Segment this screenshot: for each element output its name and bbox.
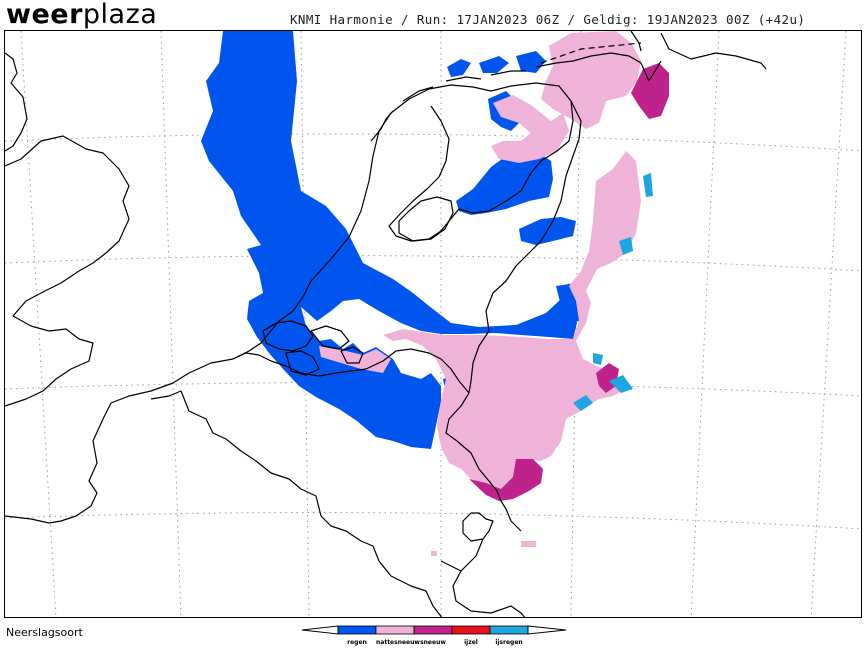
- legend-label-ijsregen: ijsregen: [495, 639, 523, 646]
- map-borders: [5, 31, 767, 617]
- logo-part-weer: weer: [6, 0, 83, 30]
- forecast-header: KNMI Harmonie / Run: 17JAN2023 06Z / Gel…: [290, 12, 805, 27]
- legend-label-nattesneeuw: nattesneeuw: [376, 639, 420, 646]
- legend-label-sneeuw: sneeuw: [420, 639, 446, 646]
- header-separator: /: [400, 12, 409, 27]
- legend-swatch-sneeuw: [413, 625, 453, 635]
- legend-colorbar: [301, 625, 567, 635]
- header-separator: /: [567, 12, 576, 27]
- precipitation-legend: regen nattesneeuw sneeuw ijzel ijsregen: [300, 624, 568, 650]
- weerplaza-logo: weerplaza: [6, 0, 157, 30]
- legend-right-arrow: [527, 625, 567, 635]
- legend-labels: regen nattesneeuw sneeuw ijzel ijsregen: [338, 639, 528, 649]
- legend-left-arrow: [301, 625, 339, 635]
- run-label: Run:: [416, 12, 449, 27]
- valid-time: 19JAN2023 00Z (+42u): [646, 12, 806, 27]
- legend-label-regen: regen: [347, 639, 367, 646]
- precipitation-map: [4, 30, 862, 618]
- legend-swatch-ijzel: [451, 625, 491, 635]
- snow-area: [469, 63, 669, 501]
- valid-label: Geldig:: [583, 12, 639, 27]
- freezing-rain-area: [573, 173, 653, 411]
- model-name: KNMI Harmonie: [290, 12, 394, 27]
- logo-part-plaza: plaza: [82, 0, 158, 30]
- legend-swatch-ijsregen: [489, 625, 529, 635]
- legend-swatch-nattesneeuw: [375, 625, 415, 635]
- legend-title: Neerslagsoort: [6, 626, 83, 639]
- legend-label-ijzel: ijzel: [464, 639, 478, 646]
- map-graticule: [5, 31, 861, 617]
- legend-swatch-regen: [337, 625, 377, 635]
- run-time: 17JAN2023 06Z: [456, 12, 560, 27]
